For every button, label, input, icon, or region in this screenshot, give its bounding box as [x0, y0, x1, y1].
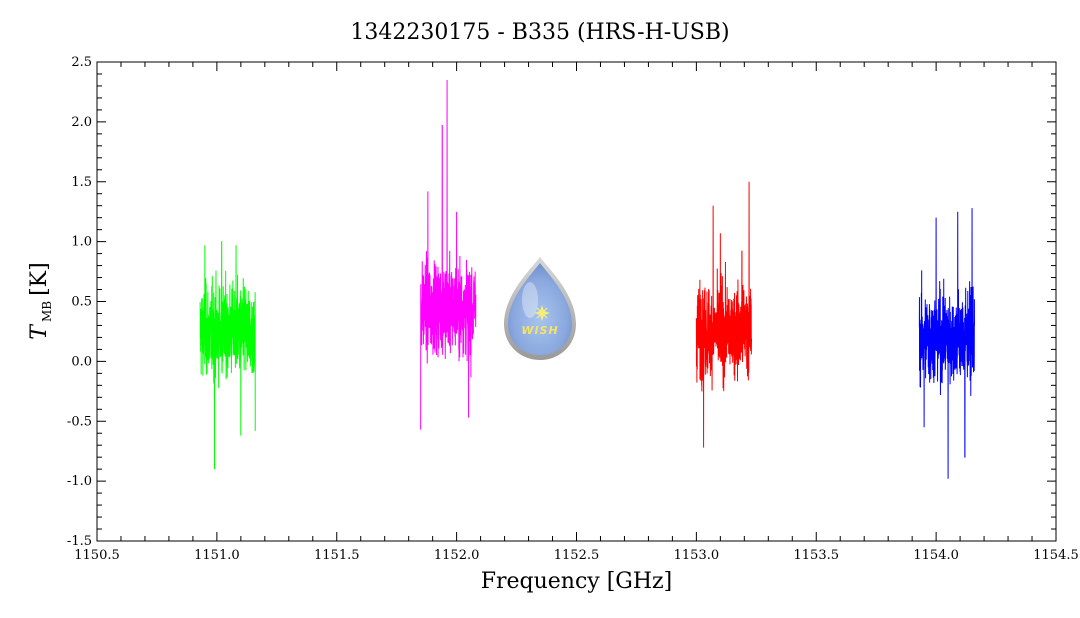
star-icon: [534, 305, 550, 321]
chart-title: 1342230175 - B335 (HRS-H-USB): [350, 20, 729, 45]
x-tick-label: 1151.5: [314, 548, 360, 563]
x-tick-label: 1154.5: [1033, 548, 1079, 563]
y-tick-label: -1.0: [67, 474, 92, 489]
spectrum-series-2: [420, 79, 477, 430]
x-tick-label: 1154.0: [913, 548, 959, 563]
spectrum-series-3: [695, 181, 753, 448]
spectrum-series-1: [199, 241, 256, 470]
series-layer: [199, 79, 975, 479]
wish-logo: WISH: [504, 257, 576, 360]
x-tick-label: 1153.0: [674, 548, 720, 563]
x-tick-label: 1153.5: [794, 548, 840, 563]
x-tick-label: 1150.5: [74, 548, 120, 563]
y-tick-label: 2.0: [71, 115, 92, 130]
x-tick-label: 1151.0: [194, 548, 240, 563]
y-tick-label: 1.0: [71, 235, 92, 250]
y-axis-label: TMB[K]: [27, 262, 54, 339]
spectrum-series-4: [918, 208, 975, 479]
svg-text:TMB[K]: TMB[K]: [27, 262, 54, 339]
y-tick-label: 0.0: [71, 354, 92, 369]
x-tick-label: 1152.5: [554, 548, 600, 563]
y-tick-label: 2.5: [71, 55, 92, 70]
y-tick-label: 0.5: [71, 295, 92, 310]
axes-layer: 1150.5 1151.0 1151.5 1152.0 1152.5 1153.0 1153…: [27, 55, 1079, 594]
y-tick-label: -1.5: [67, 534, 92, 549]
x-tick-label: 1152.0: [434, 548, 480, 563]
y-tick-label: 1.5: [71, 175, 92, 190]
logo-label: WISH: [521, 324, 558, 337]
x-axis-label: Frequency [GHz]: [481, 569, 673, 594]
y-tick-label: -0.5: [67, 414, 92, 429]
